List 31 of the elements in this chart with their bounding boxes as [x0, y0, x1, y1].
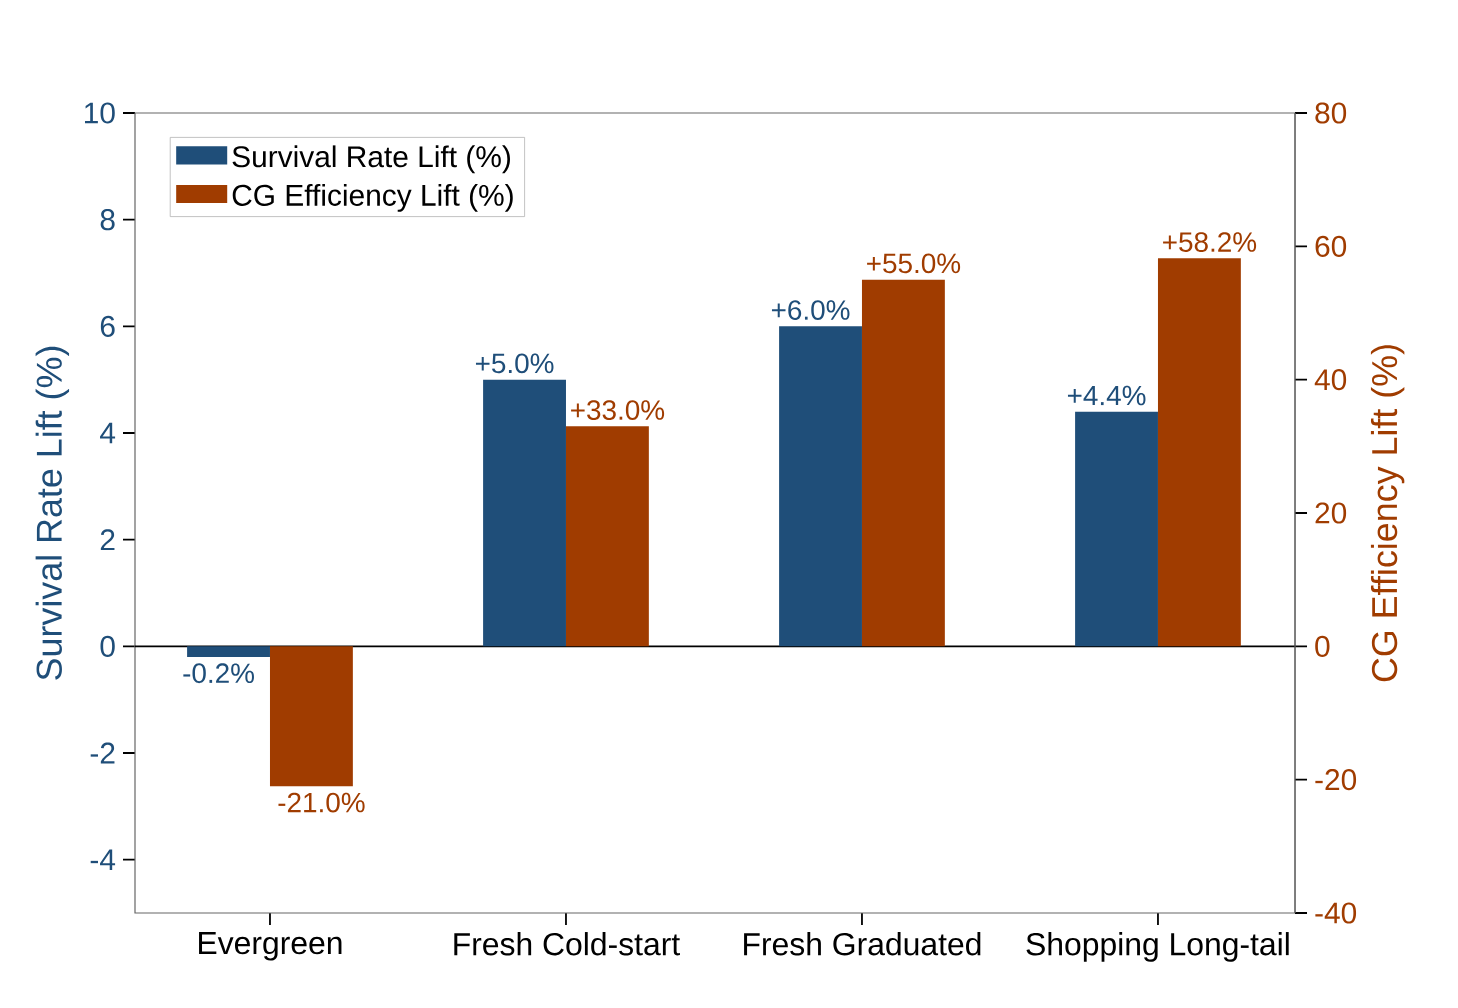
- y2-tick-label: -20: [1315, 769, 1357, 791]
- y2-tick-label: 0: [1315, 635, 1330, 657]
- x-tick-label: Shopping Long-tail: [1026, 932, 1289, 962]
- x-tick-label: Evergreen: [199, 932, 342, 961]
- data-label: +4.4%: [1067, 385, 1146, 406]
- y2-tick-label: 40: [1314, 369, 1347, 391]
- y2-tick-label: 80: [1315, 102, 1347, 124]
- y-tick-label: -2: [90, 742, 115, 764]
- legend-label: CG Efficiency Lift (%): [232, 183, 513, 212]
- y2-tick-label: -40: [1315, 902, 1357, 924]
- y-tick-label: 8: [100, 209, 115, 231]
- y2-axis-title: CG Efficiency Lift (%): [1370, 345, 1405, 682]
- y-tick-label: -4: [90, 849, 116, 870]
- y-tick-label: 6: [100, 315, 115, 337]
- data-label: +58.2%: [1163, 232, 1257, 252]
- data-label: +33.0%: [571, 400, 665, 420]
- data-label: +55.0%: [867, 253, 961, 274]
- data-label: -0.2%: [183, 663, 254, 684]
- y2-tick-label: 60: [1315, 235, 1347, 257]
- y-tick-label: 2: [100, 529, 115, 551]
- y2-tick-label: 20: [1315, 502, 1347, 524]
- y-tick-label: 0: [100, 635, 115, 657]
- y-tick-label: 4: [100, 422, 116, 444]
- x-tick-label: Fresh Graduated: [744, 932, 981, 956]
- y-tick-label: 10: [85, 102, 115, 124]
- data-label: +5.0%: [475, 353, 554, 374]
- y-axis-title: Survival Rate Lift (%): [35, 346, 70, 680]
- data-label: +6.0%: [771, 300, 850, 320]
- x-tick-label: Fresh Cold-start: [454, 932, 680, 956]
- data-label: -21.0%: [278, 792, 365, 813]
- legend-label: Survival Rate Lift (%): [232, 145, 510, 174]
